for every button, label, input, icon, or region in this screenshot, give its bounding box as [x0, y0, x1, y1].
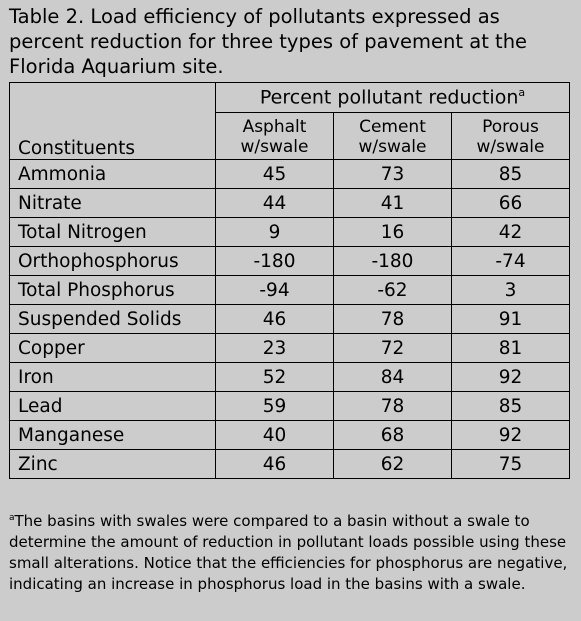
reduction-value: -94 — [215, 275, 334, 305]
table-row: Orthophosphorus -180 -180 -74 — [9, 246, 571, 276]
reduction-value: 66 — [450, 188, 571, 218]
reduction-value: 75 — [450, 449, 571, 479]
reduction-value: 92 — [450, 420, 571, 450]
table-row: Manganese 40 68 92 — [9, 420, 571, 450]
reduction-value: -62 — [332, 275, 452, 305]
percent-reduction-header: Percent pollutant reductiona — [215, 82, 570, 113]
reduction-value: 16 — [332, 217, 452, 247]
table-group-header-row: Constituents Percent pollutant reduction… — [9, 82, 570, 160]
table-row: Total Nitrogen 9 16 42 — [9, 217, 571, 247]
reduction-value: 52 — [215, 362, 334, 392]
column-header-cement: Cement w/swale — [332, 112, 452, 160]
column-header-line2: w/swale — [476, 137, 545, 157]
reduction-value: 73 — [332, 159, 452, 189]
constituent-name: Nitrate — [9, 188, 216, 218]
reduction-value: 23 — [215, 333, 334, 363]
reduction-value: 59 — [215, 391, 334, 421]
reduction-value: 84 — [332, 362, 452, 392]
column-header-line2: w/swale — [240, 137, 309, 157]
reduction-value: 92 — [450, 362, 571, 392]
constituent-name: Manganese — [9, 420, 216, 450]
column-header-asphalt: Asphalt w/swale — [215, 112, 334, 160]
footnote-text: The basins with swales were compared to … — [9, 512, 568, 593]
reduction-value: -180 — [332, 246, 452, 276]
reduction-value: 45 — [215, 159, 334, 189]
footnote-mark: a — [9, 513, 15, 523]
reduction-value: 72 — [332, 333, 452, 363]
reduction-value: -74 — [450, 246, 571, 276]
percent-reduction-header-label: Percent pollutant reduction — [259, 86, 519, 109]
reduction-value: 41 — [332, 188, 452, 218]
constituent-name: Copper — [9, 333, 216, 363]
reduction-value: 42 — [450, 217, 571, 247]
reduction-value: 91 — [450, 304, 571, 334]
table-row: Lead 59 78 85 — [9, 391, 571, 421]
table-footnote: aThe basins with swales were compared to… — [9, 508, 574, 595]
table-row: Copper 23 72 81 — [9, 333, 571, 363]
reduction-value: 40 — [215, 420, 334, 450]
column-header-porous: Porous w/swale — [450, 112, 571, 160]
reduction-value: 62 — [332, 449, 452, 479]
constituents-header: Constituents — [9, 82, 216, 160]
reduction-value: 44 — [215, 188, 334, 218]
footnote-mark: a — [518, 86, 526, 100]
reduction-value: 85 — [450, 391, 571, 421]
constituent-name: Suspended Solids — [9, 304, 216, 334]
reduction-value: 81 — [450, 333, 571, 363]
pollutant-reduction-table: Constituents Percent pollutant reduction… — [9, 82, 571, 479]
constituent-name: Zinc — [9, 449, 216, 479]
reduction-value: -180 — [215, 246, 334, 276]
column-header-line1: Cement — [359, 117, 426, 137]
reduction-value: 78 — [332, 304, 452, 334]
reduction-value: 46 — [215, 449, 334, 479]
table-row: Nitrate 44 41 66 — [9, 188, 571, 218]
reduction-value: 46 — [215, 304, 334, 334]
constituent-name: Orthophosphorus — [9, 246, 216, 276]
table-body: Ammonia 45 73 85 Nitrate 44 41 66 Total Nitrogen… — [9, 159, 571, 479]
reduction-value: 85 — [450, 159, 571, 189]
table-column-header-row: Asphalt w/swale Cement w/swale Porous w/swa… — [10, 112, 571, 160]
column-header-line1: Asphalt — [242, 117, 307, 137]
table-row: Ammonia 45 73 85 — [9, 159, 571, 189]
reduction-value: 78 — [332, 391, 452, 421]
table-row: Total Phosphorus -94 -62 3 — [9, 275, 571, 305]
column-header-line2: w/swale — [358, 137, 427, 157]
reduction-value: 9 — [215, 217, 334, 247]
constituent-name: Total Nitrogen — [9, 217, 216, 247]
column-header-line1: Porous — [482, 117, 539, 137]
constituent-name: Ammonia — [9, 159, 216, 189]
constituents-header-label: Constituents — [18, 138, 135, 159]
reduction-value: 68 — [332, 420, 452, 450]
table-row: Zinc 46 62 75 — [9, 449, 571, 479]
constituent-name: Lead — [9, 391, 216, 421]
table-row: Suspended Solids 46 78 91 — [9, 304, 571, 334]
table-row: Iron 52 84 92 — [9, 362, 571, 392]
reduction-value: 3 — [450, 275, 571, 305]
constituent-name: Total Phosphorus — [9, 275, 216, 305]
constituent-name: Iron — [9, 362, 216, 392]
table-caption: Table 2. Load efficiency of pollutants e… — [9, 5, 528, 78]
